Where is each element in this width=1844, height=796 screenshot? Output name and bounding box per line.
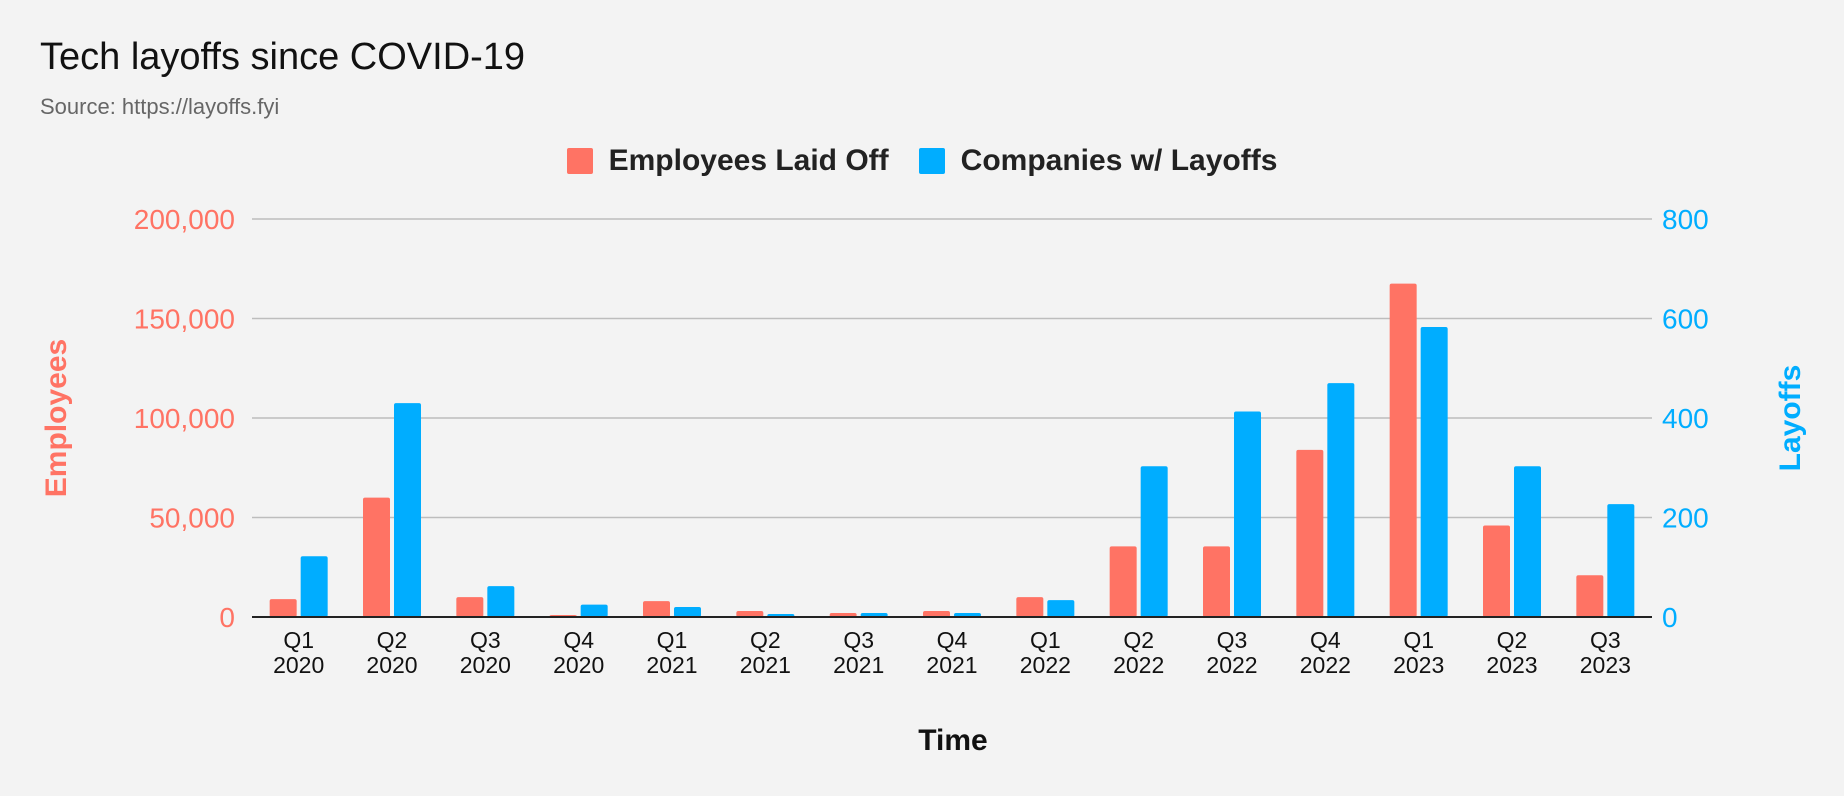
bar-employees-laid-off	[643, 601, 670, 617]
y-tick-right: 200	[1662, 503, 1709, 534]
x-tick-year: 2021	[646, 652, 697, 678]
bar-employees-laid-off	[1296, 449, 1324, 617]
x-tick-year: 2023	[1393, 652, 1444, 678]
y-tick-right: 0	[1662, 602, 1678, 633]
bar-companies-with-layoffs	[394, 403, 421, 617]
bar-companies-with-layoffs	[1140, 466, 1168, 617]
x-tick-quarter: Q2	[750, 627, 781, 653]
legend-label-employees: Employees Laid Off	[608, 144, 889, 177]
bar-companies-with-layoffs	[1514, 466, 1541, 617]
bar-companies-with-layoffs	[674, 607, 701, 617]
x-tick-year: 2021	[740, 652, 791, 678]
x-tick-quarter: Q4	[1310, 627, 1341, 653]
x-tick-quarter: Q3	[470, 627, 501, 653]
x-tick-quarter: Q1	[657, 627, 688, 653]
bar-companies-with-layoffs	[1047, 600, 1075, 617]
x-tick-quarter: Q1	[1403, 627, 1434, 653]
x-tick-quarter: Q1	[1030, 627, 1061, 653]
chart-legend: Employees Laid Off Companies w/ Layoffs	[0, 144, 1844, 178]
bar-employees-laid-off	[1109, 546, 1137, 617]
x-tick-year: 2022	[1300, 652, 1351, 678]
x-tick-quarter: Q2	[1123, 627, 1154, 653]
x-tick-year: 2022	[1206, 652, 1257, 678]
bar-companies-with-layoffs	[300, 556, 328, 617]
chart-title: Tech layoffs since COVID-19	[40, 36, 526, 78]
chart-subtitle: Source: https://layoffs.fyi	[40, 94, 280, 119]
x-tick-quarter: Q3	[1590, 627, 1621, 653]
legend-item-companies[interactable]: Companies w/ Layoffs	[918, 144, 1278, 178]
x-tick-year: 2022	[1113, 652, 1164, 678]
bar-employees-laid-off	[456, 597, 484, 617]
y-tick-left: 200,000	[134, 204, 235, 235]
bar-employees-laid-off	[1203, 546, 1230, 617]
x-tick-year: 2020	[273, 652, 324, 678]
bar-companies-with-layoffs	[1607, 504, 1635, 617]
legend-item-employees[interactable]: Employees Laid Off	[566, 144, 889, 178]
x-tick-year: 2021	[833, 652, 884, 678]
y-axis-title-right: Layoffs	[1774, 365, 1807, 472]
bar-employees-laid-off	[1016, 597, 1044, 617]
bar-employees-laid-off	[923, 611, 950, 617]
x-axis-title: Time	[918, 724, 987, 757]
x-tick-quarter: Q2	[1497, 627, 1528, 653]
x-tick-year: 2020	[366, 652, 417, 678]
x-tick-year: 2020	[460, 652, 511, 678]
x-tick-quarter: Q1	[283, 627, 314, 653]
x-tick-year: 2023	[1580, 652, 1631, 678]
bar-employees-laid-off	[1483, 525, 1510, 617]
legend-swatch-employees	[566, 148, 593, 174]
y-tick-right: 800	[1662, 204, 1709, 235]
x-tick-year: 2022	[1020, 652, 1071, 678]
legend-swatch-companies	[918, 148, 945, 174]
bar-employees-laid-off	[1389, 283, 1417, 617]
x-tick-quarter: Q4	[937, 627, 968, 653]
y-tick-right: 400	[1662, 403, 1709, 434]
x-tick-quarter: Q4	[563, 627, 594, 653]
bar-companies-with-layoffs	[487, 586, 515, 617]
y-tick-right: 600	[1662, 304, 1709, 335]
y-axis-title-left: Employees	[40, 339, 73, 497]
x-tick-quarter: Q2	[377, 627, 408, 653]
legend-label-companies: Companies w/ Layoffs	[960, 144, 1278, 177]
x-tick-year: 2020	[553, 652, 604, 678]
bar-companies-with-layoffs	[1420, 326, 1448, 617]
bar-employees-laid-off	[363, 497, 390, 617]
x-tick-year: 2021	[926, 652, 977, 678]
bar-employees-laid-off	[1576, 575, 1604, 617]
bar-companies-with-layoffs	[1327, 383, 1355, 617]
bar-companies-with-layoffs	[1234, 411, 1261, 617]
bar-employees-laid-off	[269, 599, 297, 617]
bar-employees-laid-off	[736, 611, 764, 617]
y-tick-left: 50,000	[149, 503, 235, 534]
y-tick-left: 100,000	[134, 403, 235, 434]
bar-companies-with-layoffs	[580, 604, 608, 617]
y-tick-left: 0	[219, 602, 235, 633]
x-tick-year: 2023	[1486, 652, 1537, 678]
y-tick-left: 150,000	[134, 304, 235, 335]
x-tick-quarter: Q3	[843, 627, 874, 653]
x-tick-quarter: Q3	[1217, 627, 1248, 653]
